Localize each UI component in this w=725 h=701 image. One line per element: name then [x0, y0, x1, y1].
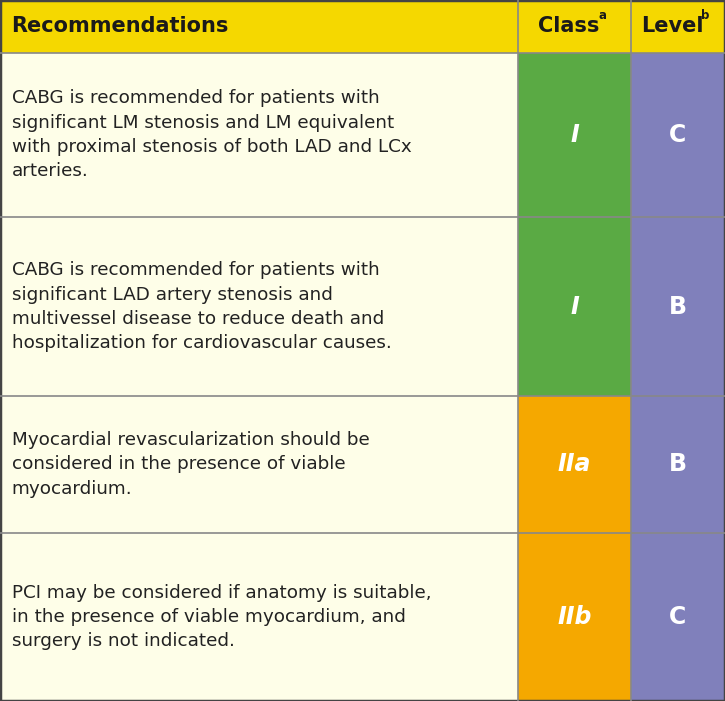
Text: IIb: IIb: [558, 605, 592, 629]
Bar: [0, 53, 518, 217]
Text: I: I: [570, 123, 579, 147]
Bar: [518, 0, 631, 53]
Text: a: a: [598, 8, 606, 22]
Text: Myocardial revascularization should be
considered in the presence of viable
myoc: Myocardial revascularization should be c…: [12, 431, 369, 498]
Text: B: B: [669, 294, 687, 319]
Bar: [0, 217, 518, 396]
Bar: [631, 217, 725, 396]
Bar: [518, 53, 631, 217]
Bar: [631, 0, 725, 53]
Bar: [631, 53, 725, 217]
Bar: [518, 396, 631, 533]
Bar: [0, 0, 518, 53]
Bar: [631, 396, 725, 533]
Text: B: B: [669, 452, 687, 477]
Text: PCI may be considered if anatomy is suitable,
in the presence of viable myocardi: PCI may be considered if anatomy is suit…: [12, 583, 431, 651]
Text: I: I: [570, 294, 579, 319]
Bar: [518, 217, 631, 396]
Text: CABG is recommended for patients with
significant LM stenosis and LM equivalent
: CABG is recommended for patients with si…: [12, 90, 411, 180]
Bar: [631, 533, 725, 701]
Text: Class: Class: [538, 16, 600, 36]
Text: b: b: [701, 8, 710, 22]
Bar: [0, 533, 518, 701]
Bar: [518, 533, 631, 701]
Text: Recommendations: Recommendations: [12, 16, 229, 36]
Text: CABG is recommended for patients with
significant LAD artery stenosis and
multiv: CABG is recommended for patients with si…: [12, 261, 392, 352]
Text: Level: Level: [642, 16, 704, 36]
Bar: [0, 396, 518, 533]
Text: C: C: [669, 605, 687, 629]
Text: IIa: IIa: [558, 452, 592, 477]
Text: C: C: [669, 123, 687, 147]
